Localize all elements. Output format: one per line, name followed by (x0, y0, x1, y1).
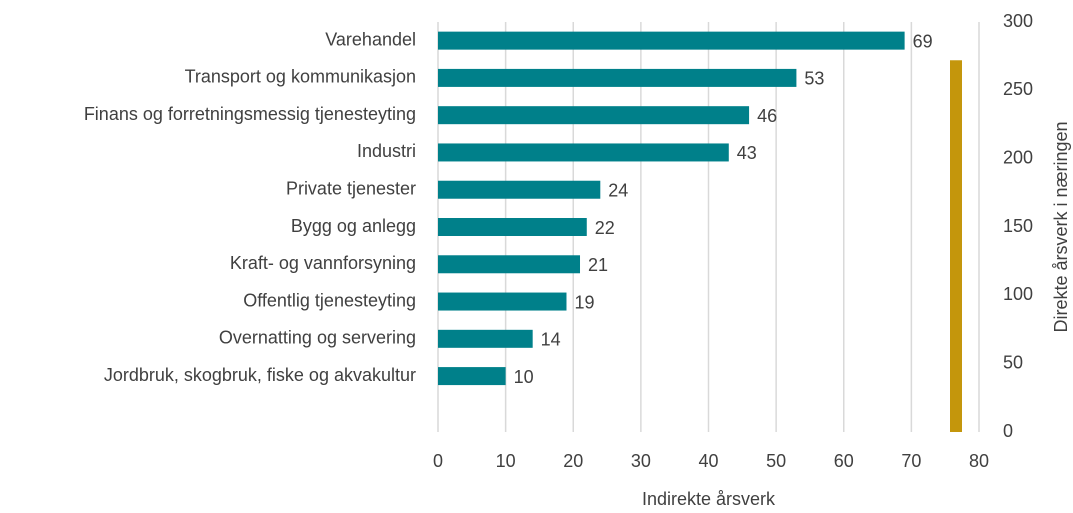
y2-tick-label: 150 (1003, 216, 1033, 236)
category-label: Varehandel (325, 29, 416, 49)
value-label: 22 (595, 218, 615, 238)
category-label: Jordbruk, skogbruk, fiske og akvakultur (104, 365, 416, 385)
value-label: 53 (804, 69, 824, 89)
x-tick-label: 60 (834, 451, 854, 471)
value-label: 43 (737, 143, 757, 163)
x-tick-label: 80 (969, 451, 989, 471)
x-tick-label: 30 (631, 451, 651, 471)
y2-tick-label: 250 (1003, 79, 1033, 99)
bar (438, 31, 905, 50)
x-tick-label: 40 (698, 451, 718, 471)
category-label: Private tjenester (286, 178, 416, 198)
value-label: 69 (913, 31, 933, 51)
x-tick-label: 0 (433, 451, 443, 471)
category-label: Kraft- og vannforsyning (230, 253, 416, 273)
bar (438, 329, 533, 348)
value-label: 14 (541, 330, 561, 350)
value-label: 19 (574, 292, 594, 312)
category-label: Finans og forretningsmessig tjenesteytin… (84, 104, 416, 124)
bar (950, 60, 962, 433)
bar (438, 143, 729, 162)
y2-tick-label: 300 (1003, 11, 1033, 31)
y2-tick-label: 100 (1003, 284, 1033, 304)
category-label: Overnatting og servering (219, 328, 416, 348)
value-label: 10 (514, 367, 534, 387)
x-tick-label: 10 (496, 451, 516, 471)
x-tick-label: 70 (901, 451, 921, 471)
x-axis-title: Indirekte årsverk (642, 489, 776, 509)
y2-axis-title: Direkte årsverk i næringen (1051, 121, 1071, 332)
x-tick-label: 50 (766, 451, 786, 471)
category-label: Transport og kommunikasjon (185, 67, 416, 87)
y2-tick-label: 0 (1003, 421, 1013, 441)
bar (438, 218, 587, 236)
value-label: 24 (608, 180, 628, 200)
category-label: Offentlig tjenesteyting (243, 290, 416, 310)
x-tick-label: 20 (563, 451, 583, 471)
category-label: Industri (357, 141, 416, 161)
bar (438, 255, 581, 274)
bar (438, 68, 797, 87)
bar (438, 292, 567, 311)
value-label: 46 (757, 106, 777, 126)
bar (438, 180, 601, 199)
category-label: Bygg og anlegg (291, 216, 416, 236)
bar (438, 106, 750, 125)
value-label: 21 (588, 255, 608, 275)
y2-tick-label: 50 (1003, 352, 1023, 372)
bar (438, 367, 506, 386)
y2-tick-label: 200 (1003, 147, 1033, 167)
